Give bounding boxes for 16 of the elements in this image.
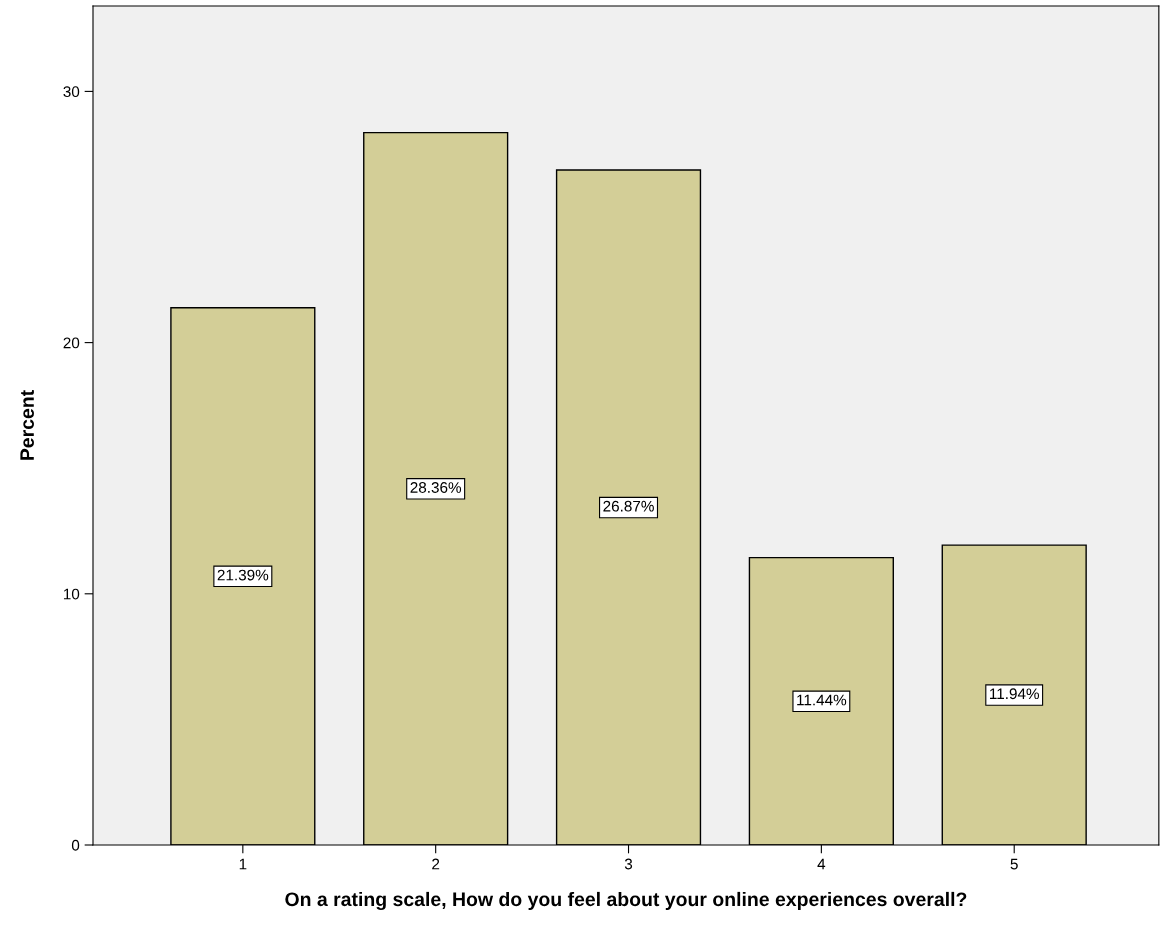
y-tick-label: 0 [71,839,80,851]
x-tick-label: 5 [1010,858,1018,870]
data-label: 21.39% [217,569,269,581]
y-tick-label: 20 [63,337,80,349]
x-tick-label: 4 [817,858,826,870]
x-tick-label: 3 [624,858,633,870]
x-tick-label: 2 [432,858,440,870]
data-label: 11.94% [990,688,1040,700]
y-axis-title: Percent [20,390,34,460]
x-tick-label: 1 [239,858,247,870]
data-label: 11.44% [797,694,847,706]
y-tick-label: 10 [63,588,80,600]
x-axis-title: On a rating scale, How do you feel about your online experiences overall? [285,891,967,911]
data-label: 26.87% [603,500,654,512]
data-label: 28.36% [410,482,462,493]
y-tick-label: 30 [63,86,80,98]
